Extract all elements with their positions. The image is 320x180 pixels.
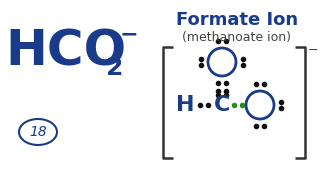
Text: (methanoate ion): (methanoate ion) xyxy=(182,30,292,44)
Text: HCO: HCO xyxy=(5,28,126,76)
Text: Formate Ion: Formate Ion xyxy=(176,11,298,29)
Text: H: H xyxy=(176,95,194,115)
Text: −: − xyxy=(120,24,139,44)
Text: 18: 18 xyxy=(29,125,47,139)
Text: −: − xyxy=(308,44,318,57)
Text: 2: 2 xyxy=(106,56,124,80)
Text: C: C xyxy=(214,95,230,115)
